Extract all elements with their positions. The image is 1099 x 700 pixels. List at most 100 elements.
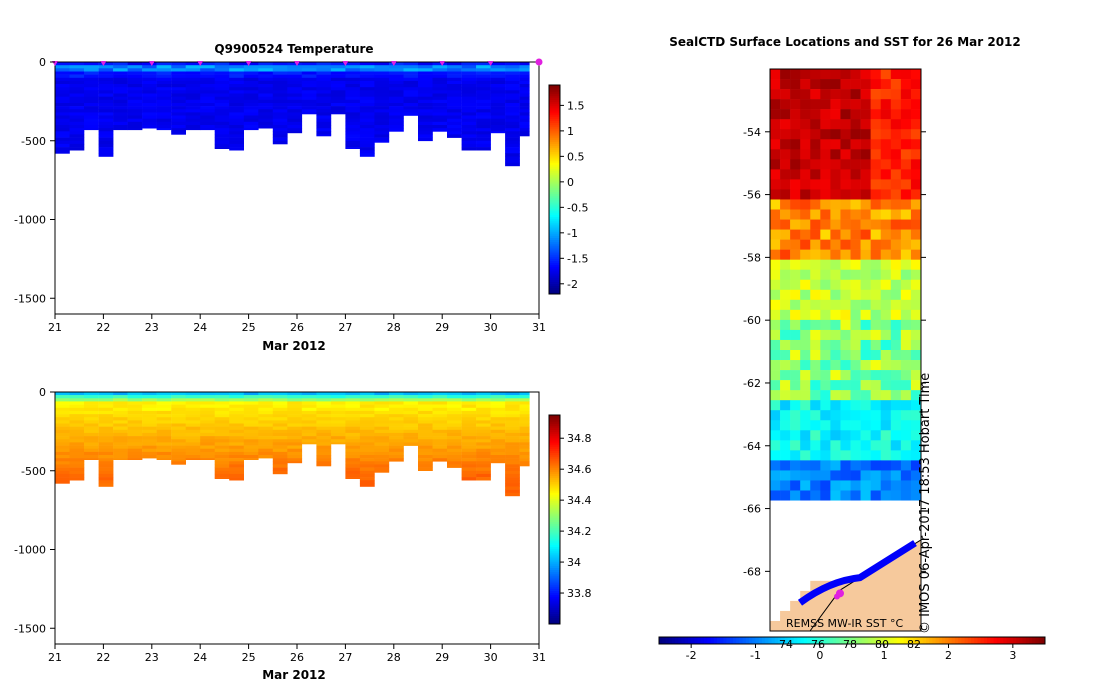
depth-cell bbox=[476, 417, 491, 421]
depth-cell bbox=[272, 109, 288, 113]
sst-cell bbox=[780, 69, 791, 80]
depth-cell bbox=[389, 458, 404, 462]
depth-cell bbox=[345, 62, 361, 66]
sst-cell bbox=[850, 490, 861, 501]
sst-cell bbox=[910, 69, 922, 80]
depth-cell bbox=[69, 464, 85, 468]
depth-cell bbox=[389, 68, 404, 72]
sst-cell bbox=[850, 199, 861, 210]
sst-cell bbox=[830, 179, 841, 190]
depth-cell bbox=[432, 458, 448, 462]
depth-cell bbox=[69, 71, 85, 75]
depth-cell bbox=[113, 109, 128, 113]
sst-cell bbox=[860, 339, 871, 351]
sst-cell bbox=[810, 159, 821, 170]
sst-cell bbox=[840, 329, 851, 341]
sst-cell bbox=[790, 69, 801, 80]
depth-cell bbox=[447, 90, 462, 94]
sst-cell bbox=[790, 540, 801, 552]
depth-cell bbox=[229, 134, 244, 138]
depth-cell bbox=[287, 420, 303, 424]
depth-cell bbox=[447, 426, 462, 431]
sst-cell bbox=[830, 159, 841, 170]
depth-cell bbox=[287, 74, 303, 79]
depth-cell bbox=[345, 112, 361, 116]
depth-cell bbox=[389, 420, 404, 424]
depth-cell bbox=[229, 125, 244, 129]
sst-cell bbox=[860, 350, 871, 361]
depth-cell bbox=[461, 62, 477, 66]
colorbar-segment bbox=[549, 594, 560, 598]
depth-cell bbox=[432, 125, 448, 129]
colorbar-segment bbox=[549, 419, 560, 422]
sst-cell bbox=[880, 269, 892, 281]
depth-cell bbox=[403, 420, 419, 424]
profile-column bbox=[84, 62, 99, 131]
profile-column bbox=[389, 392, 404, 462]
depth-cell bbox=[156, 429, 172, 434]
sst-cell bbox=[860, 510, 871, 521]
depth-cell bbox=[156, 458, 172, 460]
depth-cell bbox=[519, 68, 530, 72]
sst-cell bbox=[810, 550, 821, 562]
depth-cell bbox=[142, 65, 157, 69]
sst-cell bbox=[800, 520, 811, 531]
sst-cell bbox=[860, 259, 871, 271]
depth-cell bbox=[461, 407, 477, 412]
sst-cell bbox=[810, 480, 821, 491]
depth-cell bbox=[461, 464, 477, 468]
depth-cell bbox=[287, 125, 303, 129]
depth-cell bbox=[432, 442, 448, 446]
depth-cell bbox=[55, 150, 70, 154]
colorbar-segment bbox=[958, 637, 962, 644]
sst-cell bbox=[810, 169, 821, 180]
colorbar-segment bbox=[687, 637, 692, 644]
colorbar-segment bbox=[990, 637, 994, 644]
depth-cell bbox=[389, 106, 404, 110]
depth-cell bbox=[505, 150, 520, 154]
depth-cell bbox=[403, 99, 419, 104]
colorbar-segment bbox=[549, 268, 560, 272]
depth-cell bbox=[301, 432, 317, 437]
depth-cell bbox=[113, 68, 128, 72]
depth-cell bbox=[69, 147, 85, 151]
depth-cell bbox=[316, 417, 332, 421]
sst-cell bbox=[880, 149, 892, 160]
depth-cell bbox=[403, 90, 419, 94]
sst-cell bbox=[770, 400, 781, 411]
depth-cell bbox=[200, 448, 215, 453]
depth-cell bbox=[171, 131, 186, 135]
depth-cell bbox=[345, 118, 361, 123]
depth-cell bbox=[243, 65, 259, 69]
depth-cell bbox=[403, 436, 419, 440]
depth-cell bbox=[359, 455, 375, 459]
depth-cell bbox=[69, 392, 85, 396]
sst-cell bbox=[790, 309, 801, 321]
depth-cell bbox=[301, 90, 317, 94]
depth-cell bbox=[432, 71, 448, 75]
colorbar-tick-label: 1 bbox=[567, 125, 574, 138]
colorbar-segment bbox=[996, 637, 1001, 644]
depth-cell bbox=[389, 451, 404, 456]
depth-cell bbox=[330, 87, 346, 91]
depth-cell bbox=[258, 65, 274, 69]
colorbar-segment bbox=[549, 605, 560, 608]
colorbar-segment bbox=[694, 637, 698, 644]
depth-cell bbox=[69, 426, 85, 431]
sst-cell bbox=[840, 309, 851, 321]
colorbar-tick-label: -2 bbox=[686, 649, 697, 662]
depth-cell bbox=[243, 84, 259, 88]
depth-cell bbox=[519, 96, 530, 101]
depth-cell bbox=[258, 410, 274, 415]
colorbar-segment bbox=[787, 637, 792, 644]
sst-cell bbox=[890, 530, 902, 541]
depth-cell bbox=[272, 106, 288, 110]
depth-cell bbox=[287, 112, 303, 116]
colorbar-segment bbox=[549, 548, 560, 552]
depth-cell bbox=[316, 99, 332, 104]
colorbar-segment bbox=[549, 544, 560, 548]
profile-column bbox=[55, 62, 70, 154]
sst-cell bbox=[890, 269, 902, 281]
depth-cell bbox=[156, 420, 172, 424]
sst-cell bbox=[860, 219, 871, 230]
